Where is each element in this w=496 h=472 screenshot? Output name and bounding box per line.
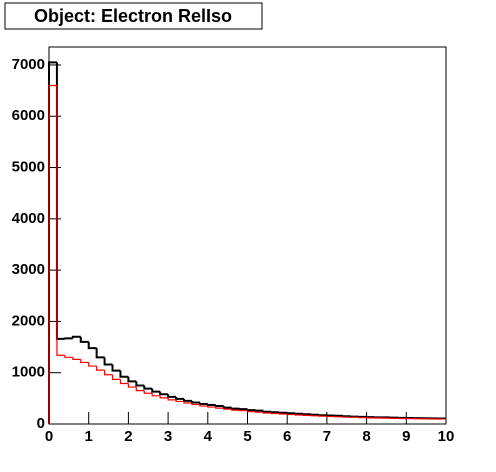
x-tick-label: 7 [323,428,331,445]
histogram-bin [223,408,232,410]
histogram-bin [262,412,272,414]
histogram-bin [207,406,216,408]
histogram-bin [72,357,81,360]
histogram-bin [159,395,169,399]
y-tick-label: 2000 [12,312,45,329]
histogram-bin [119,370,129,378]
histogram-bin [159,391,169,396]
histogram-bin [254,409,264,412]
histogram-bin [302,413,312,416]
histogram-bin [341,415,351,418]
plot-frame [48,46,447,425]
histogram-bin [190,400,200,404]
histogram-bin [310,413,319,416]
histogram-bin [135,387,145,392]
histogram-bin [55,62,65,340]
histogram-bin [238,410,248,412]
histogram-bin [317,414,327,417]
histogram-bin [238,408,248,411]
histogram-bin [294,414,304,416]
histogram-bin [246,409,256,412]
histogram-bin [71,335,81,339]
histogram-bin [231,409,240,411]
histogram-bin [286,413,296,416]
histogram-bin [56,85,65,356]
histogram-bin [286,412,296,415]
histogram-bin [96,366,105,371]
histogram-bin [143,390,153,394]
histogram-bin [63,337,73,340]
histogram-bin [143,385,153,390]
histogram-bin [64,355,73,358]
x-tick-label: 1 [85,428,93,445]
x-tick-label: 5 [243,428,251,445]
histogram-bin [199,404,208,407]
histogram-bin [206,403,216,407]
x-tick-label: 6 [283,428,291,445]
histogram-bin [191,402,200,406]
histogram-bin [175,396,184,400]
y-tick-label: 5000 [12,159,45,176]
histogram-bin [167,394,177,398]
x-tick-label: 8 [362,428,370,445]
histogram-bin [103,370,113,376]
histogram-bin [270,411,280,414]
x-tick-label: 4 [204,428,213,445]
x-tick-label: 10 [438,428,455,445]
histogram-bin [80,359,89,364]
histogram-bin [182,398,192,402]
histogram-bin [215,407,224,409]
histogram-bin [151,388,161,393]
y-tick-label: 7000 [12,56,45,73]
histogram-bin [111,364,121,372]
y-tick-label: 6000 [12,107,45,124]
histogram-bin [175,399,184,403]
histogram-bin [167,397,177,401]
histogram-bin [48,84,57,424]
title-box [4,2,263,30]
x-tick-label: 9 [402,428,410,445]
histogram-bin [103,357,113,366]
histogram-bin [214,405,224,408]
chart-title: Object: Electron RelIso [34,6,232,26]
histogram-bin [222,406,232,409]
histogram-bin [246,410,256,413]
histogram-bin [151,393,161,397]
histogram-bin [127,376,137,383]
x-tick-label: 3 [164,428,172,445]
histogram-bin [88,362,97,367]
histogram-bin [119,379,129,385]
histogram-bin [111,374,121,380]
histogram-bin [270,412,280,415]
y-tick-label: 4000 [12,210,45,227]
histogram-bin [95,348,105,359]
histogram-bin [127,383,137,388]
histogram-bin [254,411,264,413]
histogram-bin [262,410,272,413]
histogram-bin [79,336,89,343]
histogram-bin [135,381,145,387]
histogram-bin [230,407,240,410]
histogram-bin [278,413,288,415]
histogram-bin [294,412,304,415]
histogram-bin [198,402,208,405]
y-tick-label: 3000 [12,261,45,278]
x-tick-label: 0 [45,428,53,445]
histogram-bin [87,341,97,350]
histogram-bin [183,401,192,404]
y-tick-label: 1000 [12,364,45,381]
histogram-bin [278,411,288,414]
x-tick-label: 2 [124,428,132,445]
y-tick-label: 0 [37,415,45,432]
